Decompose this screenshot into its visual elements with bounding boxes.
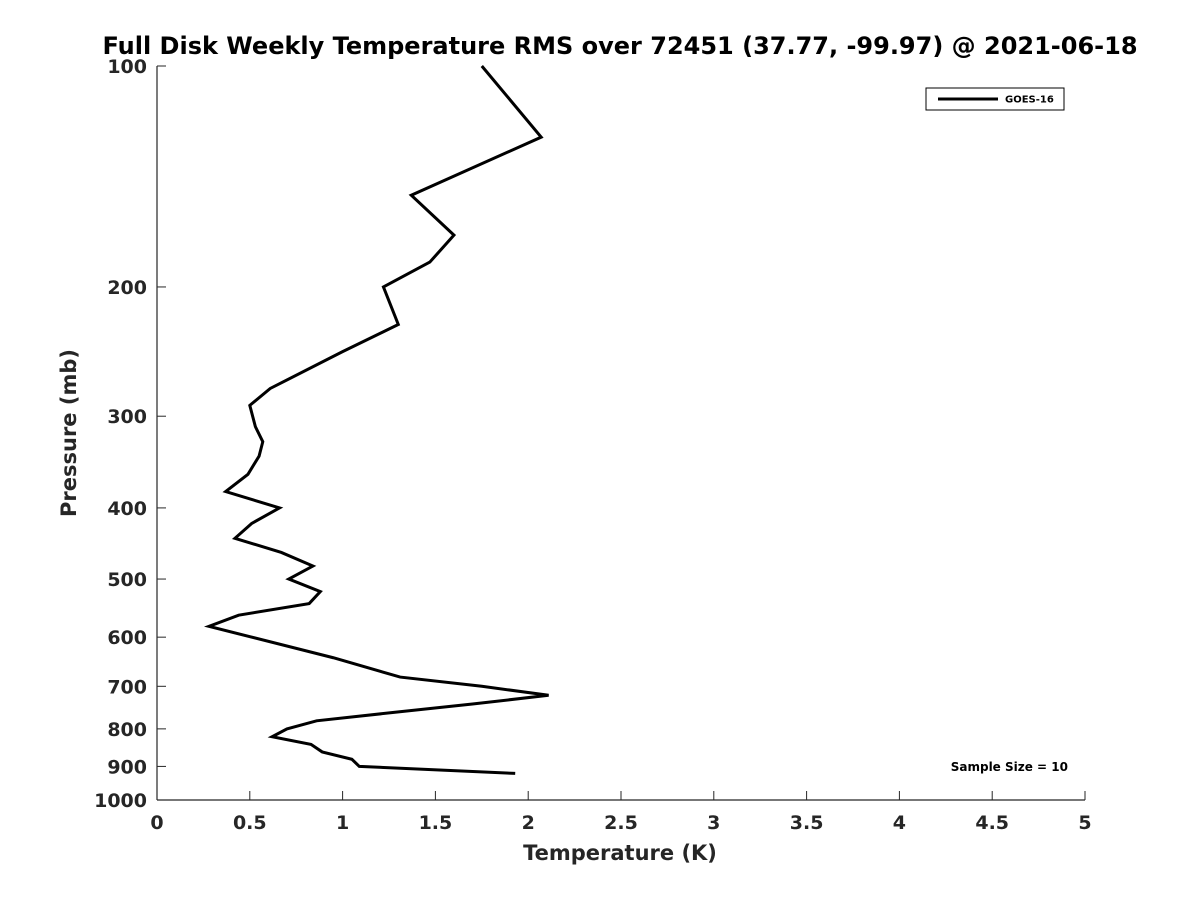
y-tick-label: 600	[107, 627, 147, 649]
sample-size-annotation: Sample Size = 10	[951, 760, 1068, 774]
legend: GOES-16	[925, 87, 1065, 111]
y-tick-label: 900	[107, 756, 147, 778]
x-tick-label: 1	[336, 812, 349, 834]
y-tick-label: 500	[107, 569, 147, 591]
y-tick-label: 400	[107, 498, 147, 520]
x-tick-label: 2.5	[604, 812, 638, 834]
y-tick-label: 300	[107, 406, 147, 428]
y-tick-label: 1000	[94, 790, 147, 812]
x-axis-label: Temperature (K)	[523, 841, 717, 865]
y-axis-label: Pressure (mb)	[57, 349, 81, 517]
y-tick-label: 100	[107, 56, 147, 78]
x-tick-label: 4.5	[975, 812, 1009, 834]
axes-layer: 0 0.5 1 1.5 2 2.5 3 3.5 4 4.5 5 100 200 300 400 500 600 7…	[94, 56, 1092, 834]
y-tick-label: 800	[107, 719, 147, 741]
x-tick-label: 3.5	[790, 812, 824, 834]
y-tick-label: 200	[107, 277, 147, 299]
series-line-goes-16	[203, 65, 549, 775]
x-tick-label: 1.5	[419, 812, 453, 834]
x-tick-label: 0	[150, 812, 163, 834]
series-layer	[203, 65, 549, 775]
x-tick-label: 3	[707, 812, 720, 834]
x-tick-label: 0.5	[233, 812, 267, 834]
x-tick-label: 4	[893, 812, 906, 834]
x-tick-label: 2	[522, 812, 535, 834]
y-tick-label: 700	[107, 676, 147, 698]
x-tick-label: 5	[1078, 812, 1091, 834]
chart-title: Full Disk Weekly Temperature RMS over 72…	[102, 32, 1137, 60]
legend-label-goes-16: GOES-16	[1005, 95, 1054, 106]
